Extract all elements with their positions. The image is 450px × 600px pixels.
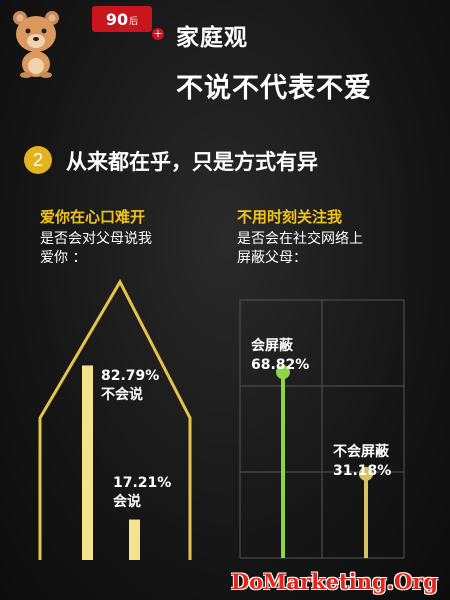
page-title: 家庭观 (176, 25, 248, 51)
chart-grid (239, 299, 405, 559)
house-outline (38, 278, 192, 560)
plus-icon: + (152, 27, 164, 40)
left-panel-title: 爱你在心口难开 (40, 208, 146, 226)
left-question-line2: 爱你 ： (40, 250, 87, 266)
label-noblock-category: 不会屏蔽 (333, 444, 389, 460)
section-number-badge: 2 (24, 146, 52, 174)
watermark: DoMarketing.Org (230, 569, 438, 594)
label-noblock-value: 31.18% (333, 463, 392, 479)
bar-say (129, 519, 140, 560)
lollipop-block-head (276, 365, 290, 380)
lollipop-block (276, 365, 290, 558)
bar-no-say (82, 365, 93, 560)
label-block-category: 会屏蔽 (251, 338, 293, 354)
label-block-value: 68.82% (251, 357, 310, 373)
badge-suffix: 后 (129, 17, 139, 27)
right-panel-title: 不用时刻关注我 (237, 208, 343, 226)
label-say-value: 17.21% (113, 475, 172, 491)
right-question-line1: 是否会在社交网络上 (237, 231, 363, 247)
house-chart (38, 278, 192, 560)
label-no-say-value: 82.79% (101, 368, 160, 384)
left-question-line1: 是否会对父母说我 (40, 231, 152, 247)
section-title: 从来都在乎，只是方式有异 (66, 150, 318, 174)
label-no-say-category: 不会说 (101, 387, 143, 403)
bear-mascot-icon (13, 11, 59, 78)
lollipop-chart (239, 299, 405, 559)
right-question-line2: 屏蔽父母： (237, 250, 307, 266)
lollipop-noblock (359, 466, 373, 558)
lollipop-noblock-head (359, 466, 373, 481)
page-subtitle: 不说不代表不爱 (176, 73, 372, 104)
label-say-category: 会说 (113, 494, 141, 510)
badge-number: 90 (105, 9, 129, 29)
generation-badge: 90 后 (92, 6, 152, 32)
